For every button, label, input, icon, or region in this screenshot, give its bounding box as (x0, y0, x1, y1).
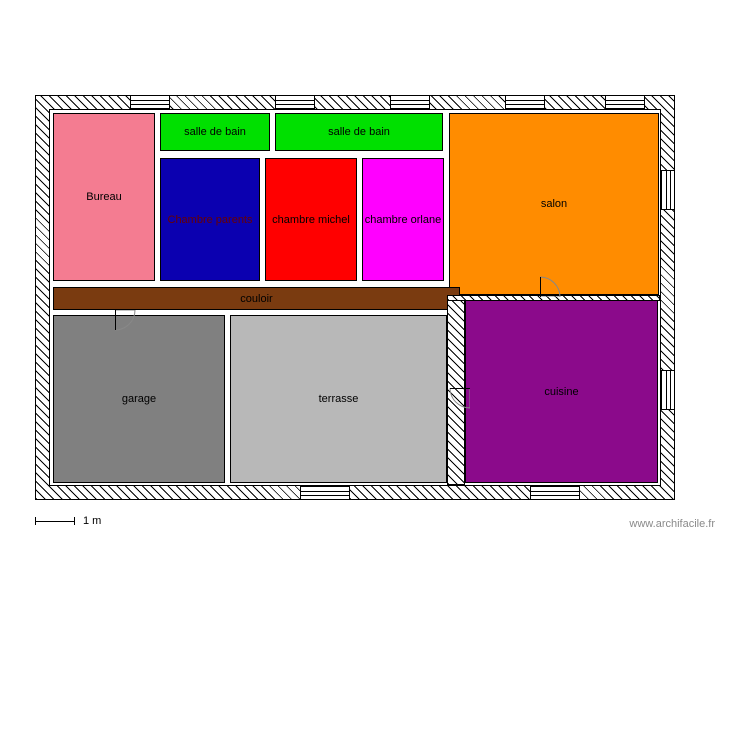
room-couloir: couloir (53, 287, 460, 310)
room-chambre_parents: Chambre parents (160, 158, 260, 281)
room-label: salon (541, 198, 567, 210)
room-label: garage (122, 393, 156, 405)
scale-line-icon (35, 521, 75, 522)
door-arc-icon (444, 388, 470, 414)
room-label: chambre orlane (365, 214, 441, 226)
door-arc-icon (540, 271, 566, 297)
window (530, 486, 580, 500)
room-bureau: Bureau (53, 113, 155, 281)
room-label: Chambre parents (168, 214, 253, 226)
room-sdb1: salle de bain (160, 113, 270, 151)
door-arc-icon (115, 310, 141, 336)
window (130, 95, 170, 109)
watermark: www.archifacile.fr (629, 518, 715, 530)
window (300, 486, 350, 500)
window (390, 95, 430, 109)
room-terrasse: terrasse (230, 315, 447, 483)
room-label: cuisine (544, 386, 578, 398)
room-label: couloir (240, 293, 272, 305)
floor-plan: Bureau salle de bain salle de bain Chambre … (0, 0, 750, 750)
room-label: terrasse (319, 393, 359, 405)
window (661, 170, 675, 210)
window (275, 95, 315, 109)
room-label: chambre michel (272, 214, 350, 226)
room-label: salle de bain (328, 126, 390, 138)
room-chambre_michel: chambre michel (265, 158, 357, 281)
room-sdb2: salle de bain (275, 113, 443, 151)
room-garage: garage (53, 315, 225, 483)
room-cuisine: cuisine (465, 300, 658, 483)
window (605, 95, 645, 109)
room-label: Bureau (86, 191, 121, 203)
room-chambre_orlane: chambre orlane (362, 158, 444, 281)
room-label: salle de bain (184, 126, 246, 138)
scale-label: 1 m (83, 515, 101, 527)
window (505, 95, 545, 109)
scale-bar: 1 m (35, 515, 101, 527)
window (661, 370, 675, 410)
room-salon: salon (449, 113, 659, 295)
